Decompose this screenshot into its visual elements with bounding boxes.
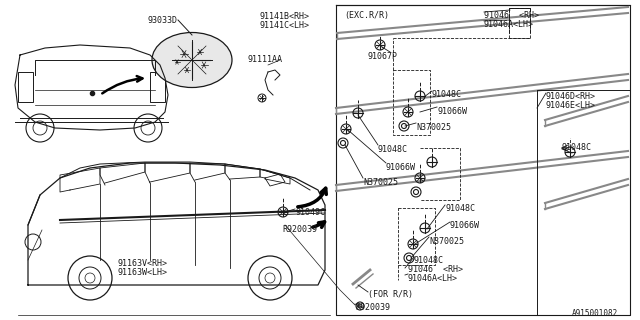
Bar: [18, 72, 33, 102]
Text: 91066W: 91066W: [386, 163, 416, 172]
Text: 91163W<LH>: 91163W<LH>: [118, 268, 168, 277]
Text: 91141B<RH>: 91141B<RH>: [260, 12, 310, 21]
Text: 91067P: 91067P: [368, 52, 398, 61]
Text: R920039: R920039: [282, 225, 317, 234]
Text: 91046A<LH>: 91046A<LH>: [408, 274, 458, 283]
Text: 91066W: 91066W: [437, 107, 467, 116]
Text: 91048C: 91048C: [432, 90, 462, 99]
Text: 91048C: 91048C: [562, 143, 592, 153]
Text: 91049C: 91049C: [295, 208, 325, 217]
Text: 91046D<RH>: 91046D<RH>: [546, 92, 596, 101]
Text: 91046A<LH>: 91046A<LH>: [484, 20, 534, 29]
Text: 91048C: 91048C: [378, 145, 408, 154]
Text: 91048C: 91048C: [445, 204, 475, 213]
Text: R920039: R920039: [355, 303, 390, 312]
Text: 91141C<LH>: 91141C<LH>: [260, 21, 310, 30]
Text: 91111AA: 91111AA: [248, 55, 283, 64]
Text: (FOR R/R): (FOR R/R): [368, 290, 413, 299]
Text: 91163V<RH>: 91163V<RH>: [118, 259, 168, 268]
Text: 91046  <RH>: 91046 <RH>: [408, 265, 463, 274]
Text: N370025: N370025: [363, 178, 398, 187]
Text: 91046  <RH>: 91046 <RH>: [484, 11, 539, 20]
Text: 91048C: 91048C: [414, 256, 444, 265]
Bar: [150, 72, 165, 102]
Text: A915001082: A915001082: [572, 309, 618, 318]
Text: 91066W: 91066W: [450, 221, 480, 230]
Text: 93033D: 93033D: [148, 16, 178, 25]
Text: (EXC.R/R): (EXC.R/R): [344, 11, 389, 20]
Text: N370025: N370025: [416, 123, 451, 132]
Ellipse shape: [152, 33, 232, 87]
Text: N370025: N370025: [429, 237, 464, 246]
Text: 91046E<LH>: 91046E<LH>: [546, 101, 596, 110]
